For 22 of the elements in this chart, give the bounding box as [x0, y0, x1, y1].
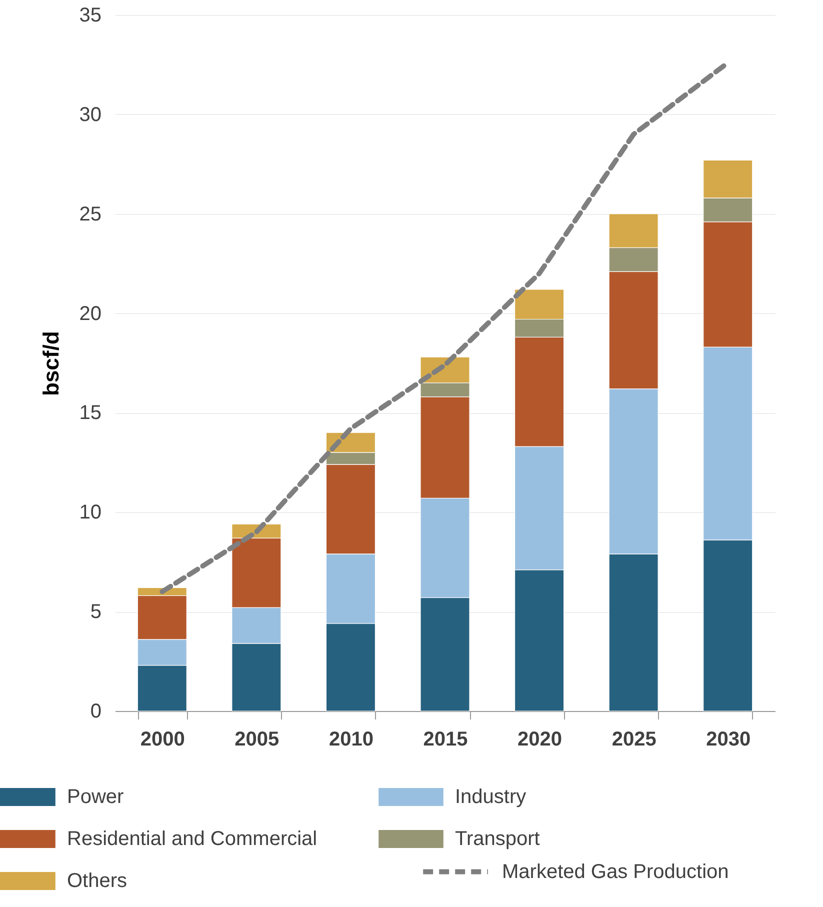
y-tick-label: 0: [90, 700, 102, 722]
y-tick-label: 20: [79, 302, 102, 325]
x-tick-label: 2025: [612, 728, 656, 750]
y-tick-label: 35: [79, 4, 102, 26]
x-tick-label: 2020: [518, 728, 562, 750]
x-tick-label: 2000: [140, 728, 185, 750]
x-tick-label: 2015: [423, 728, 468, 750]
legend-label: Marketed Gas Production: [502, 860, 729, 883]
x-tick-label: 2010: [328, 728, 374, 750]
y-tick-label: 15: [79, 402, 102, 424]
x-tick-label: 2030: [706, 728, 751, 750]
legend-label: Others: [67, 870, 128, 892]
y-tick-label: 10: [79, 502, 102, 524]
y-tick-label: 25: [79, 203, 102, 226]
x-tick-label: 2005: [234, 728, 280, 750]
legend-label: Transport: [455, 828, 540, 850]
y-tick-label: 5: [90, 601, 102, 624]
y-tick-label: 30: [79, 104, 102, 126]
legend-label: Power: [67, 786, 124, 808]
legend-label: Residential and Commercial: [67, 828, 318, 850]
legend-label: Industry: [455, 786, 526, 808]
y-axis-title: bscf/d: [38, 331, 64, 396]
